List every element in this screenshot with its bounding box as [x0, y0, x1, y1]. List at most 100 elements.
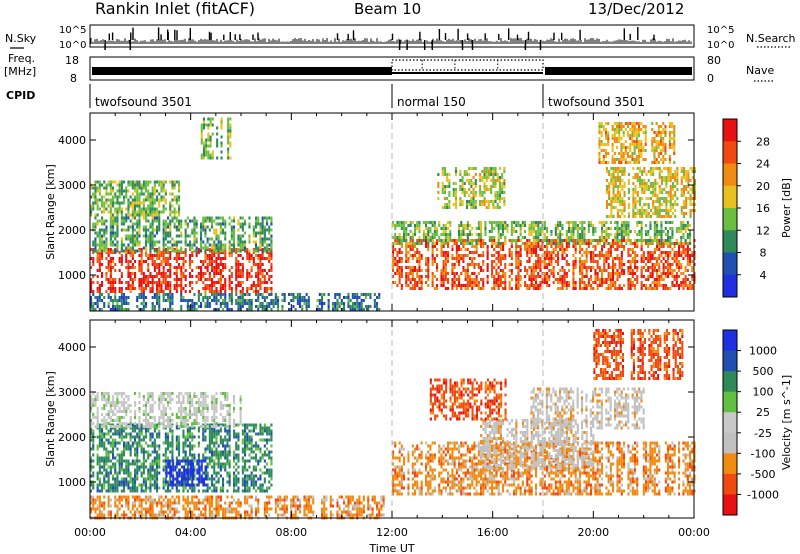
echo-cell	[219, 257, 222, 260]
echo-cell	[640, 269, 643, 272]
echo-cell	[673, 275, 676, 278]
echo-cell	[274, 296, 277, 299]
echo-cell	[420, 269, 423, 272]
echo-cell	[537, 275, 540, 278]
echo-cell	[466, 263, 469, 266]
echo-cell	[581, 260, 584, 263]
echo-cell	[118, 278, 121, 281]
echo-cell	[425, 236, 428, 239]
echo-cell	[233, 225, 236, 229]
echo-cell	[458, 227, 461, 230]
echo-cell	[204, 302, 207, 305]
nsky-trace	[90, 27, 692, 50]
echo-cell	[629, 128, 632, 131]
echo-cell	[656, 257, 659, 260]
echo-cell	[667, 200, 670, 203]
echo-cell	[171, 249, 174, 253]
echo-cell	[644, 131, 647, 134]
echo-cell	[632, 200, 635, 203]
echo-cell	[561, 257, 564, 260]
echo-cell	[479, 179, 482, 182]
echo-cell	[425, 224, 428, 227]
echo-cell	[550, 242, 553, 245]
echo-cell	[611, 137, 614, 140]
echo-cell	[307, 305, 310, 308]
echo-cell	[105, 249, 108, 253]
echo-cell	[559, 233, 562, 236]
echo-cell	[184, 275, 187, 278]
echo-cell	[619, 170, 622, 173]
echo-cell	[213, 266, 216, 269]
echo-cell	[598, 128, 601, 131]
echo-cell	[497, 245, 500, 248]
echo-cell	[171, 302, 174, 305]
echo-cell	[674, 209, 677, 212]
echo-cell	[202, 156, 205, 160]
echo-cell	[481, 200, 484, 203]
echo-cell	[561, 227, 564, 230]
echo-cell	[532, 248, 535, 251]
echo-cell	[433, 287, 436, 290]
echo-cell	[164, 243, 167, 247]
echo-cell	[632, 167, 635, 170]
echo-cell	[437, 182, 440, 185]
echo-cell	[127, 246, 130, 250]
nsearch-marks	[104, 40, 542, 50]
echo-cell	[451, 239, 454, 242]
echo-cell	[657, 152, 660, 155]
echo-cell	[101, 254, 104, 257]
echo-cell	[641, 212, 644, 215]
echo-cell	[398, 224, 401, 227]
echo-cell	[414, 230, 417, 233]
echo-cell	[693, 179, 696, 182]
echo-cell	[543, 224, 546, 227]
echo-cell	[605, 269, 608, 272]
echo-cell	[334, 305, 337, 308]
echo-cell	[682, 221, 685, 224]
echo-cell	[136, 249, 139, 253]
echo-cell	[354, 305, 357, 308]
echo-cell	[550, 263, 553, 266]
echo-cell	[200, 305, 203, 308]
echo-cell	[442, 224, 445, 227]
echo-cell	[614, 233, 617, 236]
echo-cell	[537, 239, 540, 242]
echo-cell	[156, 189, 159, 193]
echo-cell	[524, 266, 527, 269]
echo-cell	[607, 257, 610, 260]
echo-cell	[592, 257, 595, 260]
echo-cell	[164, 272, 167, 275]
echo-cell	[257, 266, 260, 269]
echo-cell	[244, 222, 247, 226]
echo-cell	[455, 239, 458, 242]
echo-cell	[454, 170, 457, 173]
echo-cell	[431, 245, 434, 248]
echo-cell	[268, 237, 271, 241]
echo-cell	[517, 239, 520, 242]
echo-cell	[535, 263, 538, 266]
echo-cell	[414, 233, 417, 236]
echo-cell	[416, 284, 419, 287]
echo-cell	[680, 272, 683, 275]
echo-cell	[658, 284, 661, 287]
echo-cell	[257, 290, 260, 293]
echo-cell	[200, 135, 203, 139]
echo-cell	[634, 257, 637, 260]
echo-cell	[266, 216, 269, 220]
echo-cell	[583, 260, 586, 263]
echo-cell	[552, 239, 555, 242]
echo-cell	[398, 242, 401, 245]
echo-cell	[645, 212, 648, 215]
echo-cell	[118, 308, 121, 311]
echo-cell	[222, 275, 225, 278]
echo-cell	[554, 278, 557, 281]
echo-cell	[206, 269, 209, 272]
echo-cell	[347, 296, 350, 299]
echo-cell	[665, 191, 668, 194]
echo-cell	[669, 206, 672, 209]
echo-cell	[303, 299, 306, 302]
echo-cell	[228, 246, 231, 250]
echo-cell	[131, 222, 134, 226]
echo-cell	[603, 242, 606, 245]
echo-cell	[263, 216, 266, 220]
